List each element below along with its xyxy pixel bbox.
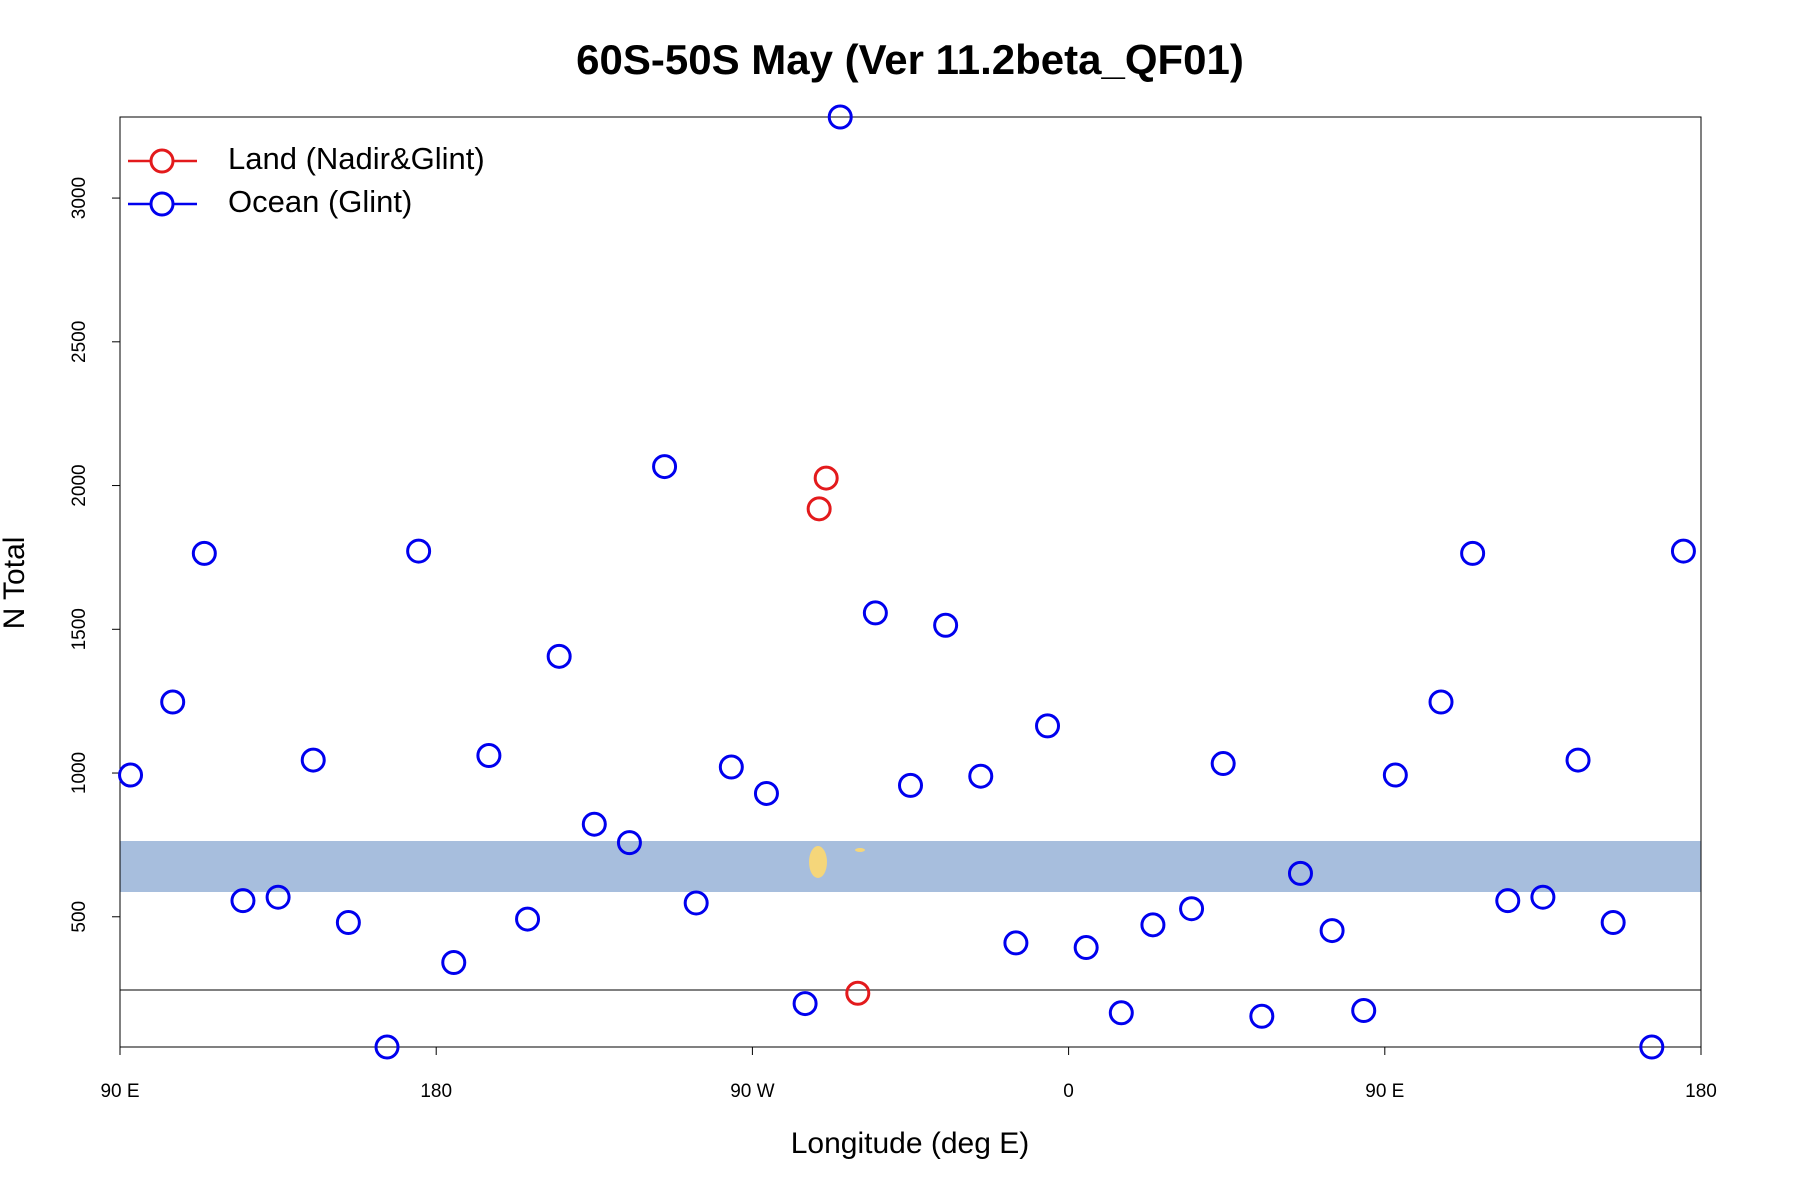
data-point	[118, 762, 144, 788]
data-point	[374, 1034, 400, 1060]
y-tick-label: 3000	[69, 177, 90, 219]
y-tick-label: 500	[69, 901, 90, 933]
data-point	[845, 980, 871, 1006]
y-tick-label: 2500	[69, 321, 90, 363]
data-point	[933, 612, 959, 638]
data-point	[191, 540, 217, 566]
data-point	[1140, 912, 1166, 938]
data-point	[862, 600, 888, 626]
legend-marker	[149, 148, 175, 174]
y-tick-label: 2000	[69, 464, 90, 506]
data-point	[1670, 538, 1696, 564]
data-point	[1319, 918, 1345, 944]
data-point	[300, 747, 326, 773]
data-point	[515, 906, 541, 932]
data-point	[1639, 1034, 1665, 1060]
data-point	[265, 884, 291, 910]
x-axis-label: Longitude (deg E)	[791, 1127, 1030, 1160]
data-point	[1460, 540, 1486, 566]
x-tick-label: 90 W	[730, 1081, 774, 1102]
x-tick-label: 180	[420, 1081, 452, 1102]
data-point	[718, 754, 744, 780]
data-point	[441, 949, 467, 975]
plot-frame	[119, 116, 1702, 1048]
x-tick-label: 180	[1685, 1081, 1717, 1102]
data-point	[1565, 747, 1591, 773]
map-strip	[120, 841, 1701, 892]
data-point	[1382, 762, 1408, 788]
y-tick-label: 1500	[69, 608, 90, 650]
data-point	[335, 910, 361, 936]
data-point	[652, 454, 678, 480]
data-point	[1003, 930, 1029, 956]
data-point	[1108, 1000, 1134, 1026]
data-point	[813, 465, 839, 491]
legend-marker	[149, 191, 175, 217]
data-point	[160, 689, 186, 715]
data-point	[898, 772, 923, 798]
data-point	[1035, 713, 1061, 739]
y-tick-label: 1000	[69, 752, 90, 794]
data-point	[1600, 910, 1626, 936]
data-point	[546, 643, 572, 669]
data-point	[1351, 997, 1377, 1023]
data-point	[968, 763, 994, 789]
data-point	[1428, 689, 1454, 715]
legend-label: Land (Nadir&Glint)	[228, 141, 485, 176]
data-point	[1073, 935, 1099, 961]
data-point	[806, 496, 832, 522]
data-point	[683, 890, 709, 916]
data-point	[1495, 888, 1521, 914]
chart-title: 60S-50S May (Ver 11.2beta_QF01)	[576, 36, 1244, 83]
data-point	[581, 811, 607, 837]
x-tick-label: 90 E	[1365, 1081, 1404, 1102]
data-point	[616, 830, 642, 856]
x-tick-label: 0	[1063, 1081, 1074, 1102]
data-point	[792, 991, 818, 1017]
data-point	[753, 780, 779, 806]
data-point	[406, 538, 432, 564]
data-point	[1179, 896, 1205, 922]
land-patch	[855, 848, 865, 852]
land-patch	[809, 846, 827, 878]
data-point	[1249, 1003, 1275, 1029]
data-point	[1287, 860, 1313, 886]
legend-label: Ocean (Glint)	[228, 184, 412, 219]
data-point	[1530, 884, 1556, 910]
data-point	[1210, 751, 1236, 777]
data-point	[827, 104, 853, 130]
data-point	[230, 888, 256, 914]
x-tick-label: 90 E	[100, 1081, 139, 1102]
data-point	[476, 742, 502, 768]
y-axis-label: N Total	[0, 537, 31, 630]
